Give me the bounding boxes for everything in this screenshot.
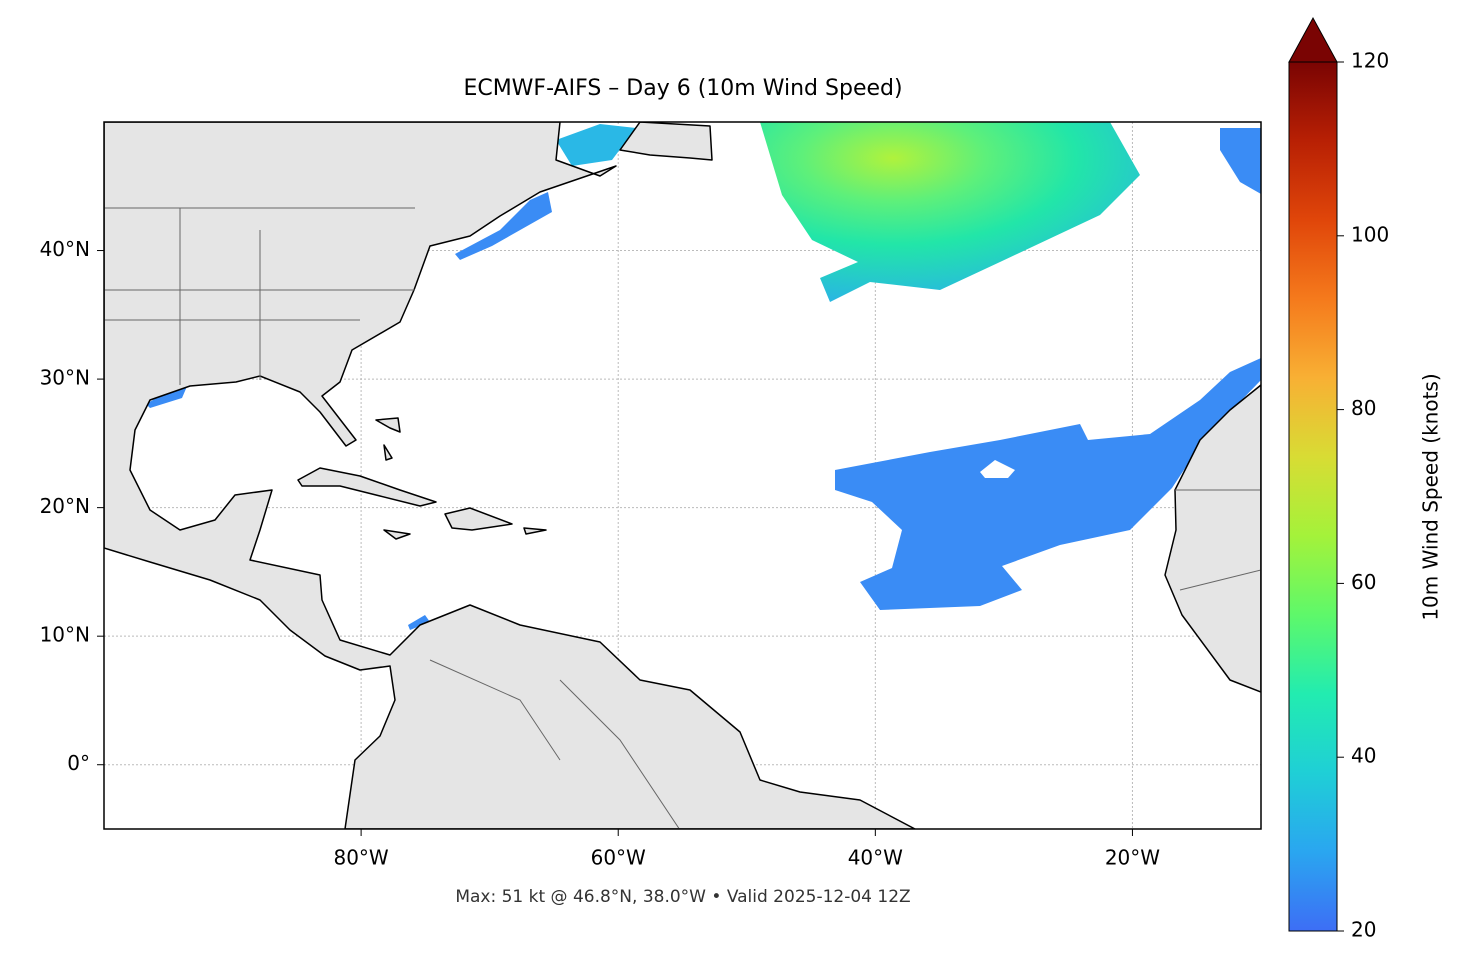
colorbar-tick-label: 60 (1351, 570, 1376, 594)
land (444, 507, 513, 531)
colorbar-tick-label: 120 (1351, 49, 1389, 73)
x-tick-label: 40°W (848, 846, 903, 870)
wind-region (455, 192, 552, 260)
wind-region (1220, 128, 1261, 194)
y-tick-label: 10°N (40, 623, 90, 647)
colorbar-label: 10m Wind Speed (knots) (1419, 373, 1443, 620)
land (375, 417, 547, 540)
axes: 80°W 60°W 40°W 20°W 0° 10°N 20°N 30°N 40°N (40, 237, 1161, 869)
colorbar-tick-label: 80 (1351, 396, 1376, 420)
x-tick-label: 20°W (1105, 846, 1160, 870)
x-tick-label: 60°W (591, 846, 646, 870)
x-tick-label: 80°W (333, 846, 388, 870)
wind-region (835, 358, 1261, 610)
border (104, 207, 1261, 829)
y-tick-label: 0° (67, 751, 90, 775)
land (619, 122, 713, 161)
map-layer (104, 122, 1261, 829)
y-tick-label: 40°N (40, 237, 90, 261)
colorbar-tick-label: 40 (1351, 744, 1376, 768)
chart-title: ECMWF-AIFS – Day 6 (10m Wind Speed) (463, 76, 902, 101)
footnote: Max: 51 kt @ 46.8°N, 38.0°W • Valid 2025… (455, 887, 910, 907)
wind-region (760, 122, 1140, 302)
colorbar-tick-label: 20 (1351, 918, 1376, 942)
wind-region (556, 124, 636, 166)
colorbar-tick-label: 100 (1351, 222, 1389, 246)
colorbar-extension (1288, 16, 1338, 63)
y-tick-label: 30°N (40, 366, 90, 390)
y-tick-label: 20°N (40, 494, 90, 518)
land (1164, 384, 1261, 693)
plot-frame (103, 121, 1262, 830)
land (297, 467, 437, 507)
land (104, 122, 916, 829)
colorbar (1288, 61, 1338, 932)
